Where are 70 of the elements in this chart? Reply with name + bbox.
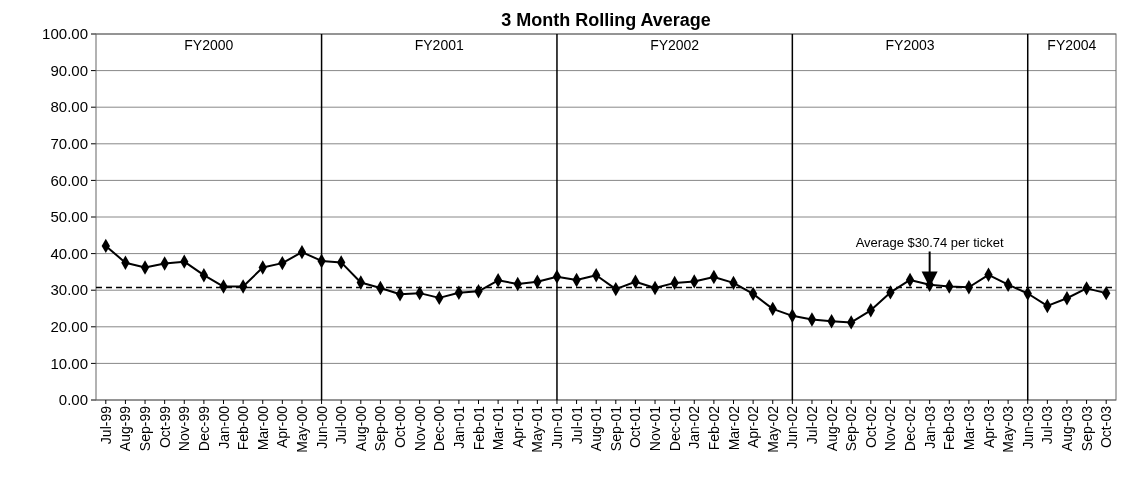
x-tick-label: Feb-00 xyxy=(235,405,252,451)
x-tick-label: Sep-99 xyxy=(137,405,154,452)
x-tick-label: Jul-00 xyxy=(333,405,350,445)
x-tick-label: Aug-99 xyxy=(117,405,134,452)
x-tick-label: Jun-02 xyxy=(784,405,801,449)
x-tick-label: Sep-03 xyxy=(1078,405,1095,452)
x-tick-label: Mar-02 xyxy=(725,405,742,451)
y-tick-label: 70.00 xyxy=(50,135,88,153)
y-tick-label: 60.00 xyxy=(50,171,88,189)
x-tick-label: Jan-01 xyxy=(450,405,467,449)
y-tick-label: 90.00 xyxy=(50,61,88,79)
x-tick-label: Jan-03 xyxy=(921,405,938,449)
x-tick-label: Nov-02 xyxy=(882,405,899,452)
x-tick-label: Jun-03 xyxy=(1019,405,1036,449)
x-tick-label: Aug-03 xyxy=(1058,405,1075,452)
y-tick-label: 100.00 xyxy=(42,25,88,43)
x-tick-label: Dec-00 xyxy=(431,405,448,452)
x-tick-label: Jan-00 xyxy=(215,405,232,449)
x-tick-label: Jan-02 xyxy=(686,405,703,449)
annotation: FY2000 xyxy=(184,37,234,53)
x-tick-label: Nov-01 xyxy=(647,405,664,452)
chart-title: 3 Month Rolling Average xyxy=(501,10,711,30)
x-tick-label: Feb-03 xyxy=(941,405,958,451)
x-tick-label: Jul-99 xyxy=(97,405,114,445)
x-tick-label: Sep-00 xyxy=(372,405,389,452)
x-tick-label: Dec-01 xyxy=(666,405,683,452)
x-tick-label: Feb-01 xyxy=(470,405,487,451)
y-tick-label: 40.00 xyxy=(50,244,88,262)
y-tick-label: 0.00 xyxy=(58,391,88,409)
x-tick-label: Apr-00 xyxy=(274,405,291,449)
x-tick-label: Mar-03 xyxy=(960,405,977,451)
y-tick-label: 10.00 xyxy=(50,354,88,372)
x-tick-label: Aug-01 xyxy=(588,405,605,452)
x-tick-label: Apr-02 xyxy=(745,405,762,449)
x-tick-label: Jun-00 xyxy=(313,405,330,449)
y-tick-label: 30.00 xyxy=(50,281,88,299)
x-tick-label: Mar-01 xyxy=(490,405,507,451)
x-tick-label: May-02 xyxy=(764,405,781,453)
x-tick-label: Oct-00 xyxy=(392,405,409,449)
x-tick-label: Nov-00 xyxy=(411,405,428,452)
x-tick-label: Mar-00 xyxy=(254,405,271,451)
x-tick-label: May-00 xyxy=(293,405,310,453)
annotation: FY2002 xyxy=(650,37,700,53)
x-tick-label: Apr-01 xyxy=(509,405,526,449)
x-tick-label: Jul-03 xyxy=(1039,405,1056,445)
x-tick-label: Jul-01 xyxy=(568,405,585,445)
x-tick-label: Jun-01 xyxy=(548,405,565,449)
x-tick-label: Dec-02 xyxy=(902,405,919,452)
x-tick-label: Jul-02 xyxy=(803,405,820,445)
y-tick-label: 20.00 xyxy=(50,318,88,336)
x-tick-label: Sep-02 xyxy=(843,405,860,452)
x-tick-label: Oct-99 xyxy=(156,405,173,449)
x-tick-label: May-03 xyxy=(1000,405,1017,453)
annotation: FY2003 xyxy=(885,37,935,53)
x-tick-label: Oct-03 xyxy=(1098,405,1115,449)
x-tick-label: Sep-01 xyxy=(607,405,624,452)
x-tick-label: Aug-00 xyxy=(352,405,369,452)
annotation: FY2004 xyxy=(1047,37,1097,53)
x-tick-label: Oct-02 xyxy=(862,405,879,449)
y-tick-label: 80.00 xyxy=(50,98,88,116)
x-tick-label: Aug-02 xyxy=(823,405,840,452)
x-tick-label: Nov-99 xyxy=(176,405,193,452)
y-tick-label: 50.00 xyxy=(50,208,88,226)
x-tick-label: Apr-03 xyxy=(980,405,997,449)
x-tick-label: Feb-02 xyxy=(705,405,722,451)
x-tick-label: Dec-99 xyxy=(195,405,212,452)
x-tick-label: Oct-01 xyxy=(627,405,644,449)
annotation: FY2001 xyxy=(414,37,464,53)
x-tick-label: May-01 xyxy=(529,405,546,453)
annotation: Average $30.74 per ticket xyxy=(855,235,1004,251)
